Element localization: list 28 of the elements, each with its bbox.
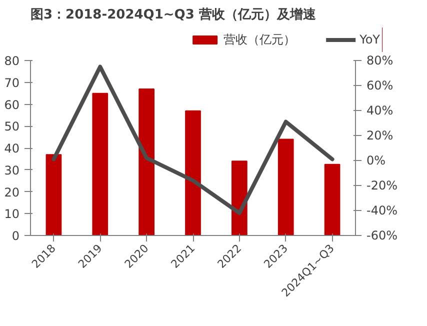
y-tick-label: 70 [4, 76, 20, 90]
y-tick-label: 20 [4, 185, 20, 200]
bar [278, 138, 294, 236]
bar [232, 160, 248, 236]
y-tick-label: 40 [4, 142, 20, 156]
y2-tick-label: -60% [366, 228, 398, 242]
bar [92, 92, 108, 236]
y2-tick-label: -20% [366, 178, 398, 192]
bar [46, 154, 62, 236]
legend-label: 营收（亿元） [224, 31, 296, 48]
legend-label: YoY [360, 32, 380, 46]
y-tick-label: 60 [4, 98, 20, 112]
y-tick-label: 10 [4, 207, 20, 222]
bar [324, 164, 340, 236]
y2-tick-label: 80% [366, 54, 394, 68]
y2-tick-label: 40% [366, 104, 394, 118]
y2-tick-label: 0% [366, 154, 386, 168]
y-tick-label: 80 [4, 54, 20, 68]
y2-tick-label: 20% [366, 128, 394, 142]
line-series [52, 64, 334, 215]
y-tick-label: 50 [4, 120, 20, 134]
y-tick-label: 30 [4, 163, 20, 178]
bar [185, 110, 201, 236]
y-tick-label: 0 [12, 229, 20, 243]
y2-tick-label: -40% [366, 204, 398, 218]
y2-tick-label: 60% [366, 78, 394, 92]
chart-title: 图3：2018-2024Q1~Q3 营收（亿元）及增速 [30, 6, 317, 22]
bar [138, 88, 154, 236]
